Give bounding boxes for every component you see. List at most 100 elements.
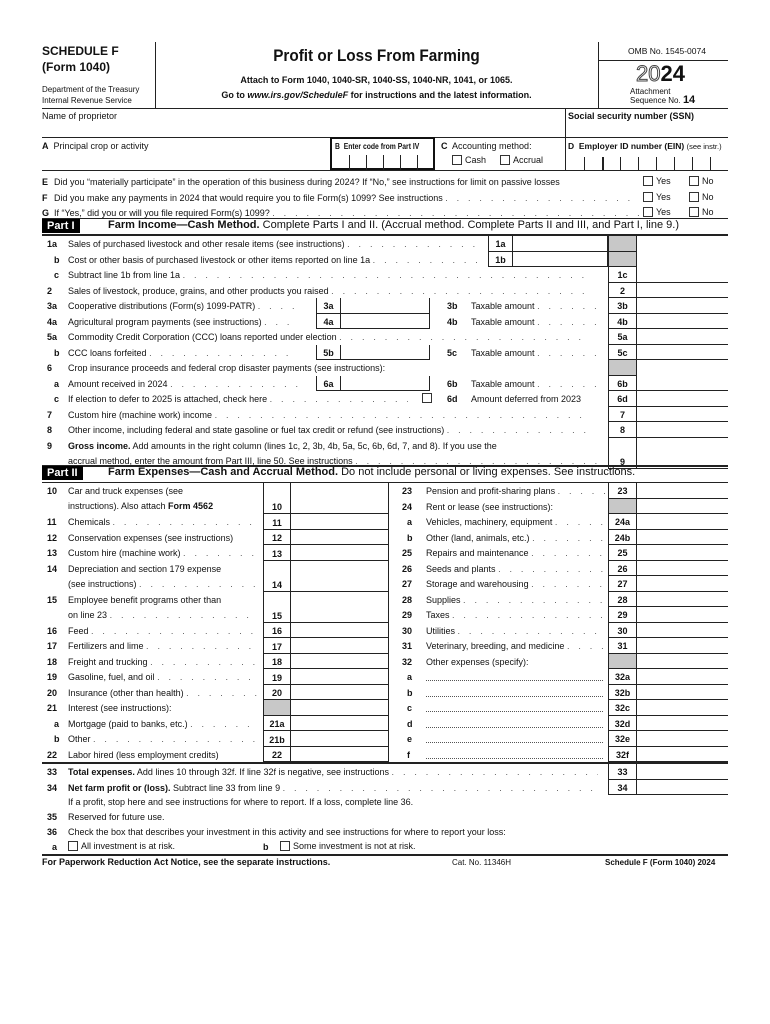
line-23-amount[interactable] — [636, 483, 728, 499]
line-4a-amount[interactable] — [340, 313, 430, 329]
specify-expense-field[interactable] — [426, 757, 603, 759]
expense-line-32: 32 Other expenses (specify): — [389, 653, 728, 669]
line-6a-amount[interactable] — [340, 375, 430, 391]
line-5c-amount[interactable] — [636, 344, 728, 360]
no-option[interactable]: No — [689, 207, 714, 217]
line-1b-amount[interactable] — [512, 251, 608, 267]
irs-link[interactable]: www.irs.gov/ScheduleF — [247, 90, 349, 100]
line-29-amount[interactable] — [636, 607, 728, 623]
line-15-amount[interactable] — [290, 591, 388, 623]
line-30-amount[interactable] — [636, 622, 728, 638]
specify-expense-field[interactable] — [426, 680, 603, 681]
line-3a-amount[interactable] — [340, 298, 430, 314]
line-description: CCC loans forfeited . . . . . . . . . . … — [68, 347, 298, 358]
ssn-label: Social security number (SSN) — [568, 111, 695, 121]
line-20-amount[interactable] — [290, 684, 388, 700]
line-number: 22 — [47, 749, 58, 760]
line-18-amount[interactable] — [290, 653, 388, 669]
line-32f-amount[interactable] — [636, 746, 728, 762]
line-24a-amount[interactable] — [636, 514, 728, 530]
line-12-amount[interactable] — [290, 529, 388, 545]
specify-expense-field[interactable] — [426, 695, 603, 697]
accrual-option[interactable]: Accrual — [500, 155, 543, 165]
yes-option[interactable]: Yes — [643, 207, 671, 217]
line-17-amount[interactable] — [290, 638, 388, 654]
line-24b-amount[interactable] — [636, 529, 728, 545]
line-number: 13 — [47, 548, 58, 558]
line-2-amount[interactable] — [636, 282, 728, 298]
line-1a-amount[interactable] — [512, 236, 608, 252]
line-10-amount[interactable] — [290, 483, 388, 514]
part1-line-1a: 1a Sales of purchased livestock and other… — [42, 236, 728, 252]
line-number: a — [407, 517, 413, 527]
blank-amount-cell — [636, 498, 728, 514]
line-22-amount[interactable] — [290, 746, 388, 762]
line-28-amount[interactable] — [636, 591, 728, 607]
line-32e-amount[interactable] — [636, 731, 728, 747]
cash-checkbox[interactable] — [452, 155, 462, 165]
line-number: 6 — [47, 363, 53, 373]
line-5a-amount[interactable] — [636, 329, 728, 345]
mid-line-description: Taxable amount . . . . . . . . . . . . .… — [471, 347, 606, 358]
specify-expense-field[interactable] — [426, 726, 603, 728]
line-32a-amount[interactable] — [636, 669, 728, 685]
line-33-amount[interactable] — [636, 764, 728, 780]
ssn-field[interactable] — [566, 120, 728, 137]
line-34-amount[interactable] — [636, 779, 728, 795]
line-description: Cost or other basis of purchased livesto… — [68, 254, 478, 265]
line-7-amount[interactable] — [636, 406, 728, 422]
yes-checkbox[interactable] — [643, 207, 653, 217]
line-14-amount[interactable] — [290, 560, 388, 592]
line-8-amount[interactable] — [636, 422, 728, 438]
yes-option[interactable]: Yes — [643, 176, 671, 186]
not-at-risk-checkbox[interactable] — [280, 841, 290, 851]
name-field[interactable] — [42, 118, 564, 137]
defer-election-checkbox[interactable] — [422, 393, 435, 403]
line-3b-amount[interactable] — [636, 298, 728, 314]
no-checkbox[interactable] — [689, 207, 699, 217]
line-32c-amount[interactable] — [636, 700, 728, 716]
expense-line-a: a 32a — [389, 669, 728, 685]
no-checkbox[interactable] — [689, 191, 699, 202]
line-4b-amount[interactable] — [636, 313, 728, 329]
line-5b-amount[interactable] — [340, 344, 430, 360]
tax-year: 2024 — [635, 61, 685, 87]
line-1c-amount[interactable] — [636, 267, 728, 283]
all-at-risk-checkbox[interactable] — [68, 841, 78, 851]
line-6d-amount[interactable] — [636, 391, 728, 407]
line-31-amount[interactable] — [636, 638, 728, 654]
activity-code-box[interactable]: B Enter code from Part IV — [330, 137, 435, 170]
yes-option[interactable]: Yes — [643, 191, 671, 202]
line-21a-amount[interactable] — [290, 715, 388, 731]
no-checkbox[interactable] — [689, 176, 699, 186]
specify-expense-field[interactable] — [426, 711, 603, 712]
line-27-amount[interactable] — [636, 576, 728, 592]
line-6b-amount[interactable] — [636, 375, 728, 391]
line-2-label: 2 — [608, 282, 636, 298]
not-at-risk-option[interactable]: Some investment is not at risk. — [280, 841, 416, 851]
principal-crop-field[interactable] — [42, 152, 329, 169]
line-11-amount[interactable] — [290, 514, 388, 530]
line-19-amount[interactable] — [290, 669, 388, 685]
yes-checkbox[interactable] — [643, 176, 653, 186]
line-26-amount[interactable] — [636, 560, 728, 576]
no-option[interactable]: No — [689, 176, 714, 186]
accrual-checkbox[interactable] — [500, 155, 510, 165]
cash-option[interactable]: Cash — [452, 155, 486, 165]
yes-checkbox[interactable] — [643, 191, 653, 202]
line-13-amount[interactable] — [290, 545, 388, 561]
line-32d-amount[interactable] — [636, 715, 728, 731]
specify-expense-field[interactable] — [426, 742, 603, 743]
line-number: c — [54, 270, 60, 280]
part1-title: Farm Income—Cash Method. Complete Parts … — [108, 219, 679, 231]
line-32b-amount[interactable] — [636, 684, 728, 700]
no-option[interactable]: No — [689, 191, 714, 202]
line-description: Storage and warehousing . . . . . . . . … — [426, 579, 606, 589]
line-9-amount[interactable] — [636, 437, 728, 469]
line-16-amount[interactable] — [290, 622, 388, 638]
line-21b-amount[interactable] — [290, 731, 388, 747]
expense-line-16: 16 Feed . . . . . . . . . . . . . . . . .… — [42, 622, 388, 638]
line-25-amount[interactable] — [636, 545, 728, 561]
all-at-risk-option[interactable]: All investment is at risk. — [68, 841, 175, 851]
ein-field[interactable] — [566, 153, 728, 170]
